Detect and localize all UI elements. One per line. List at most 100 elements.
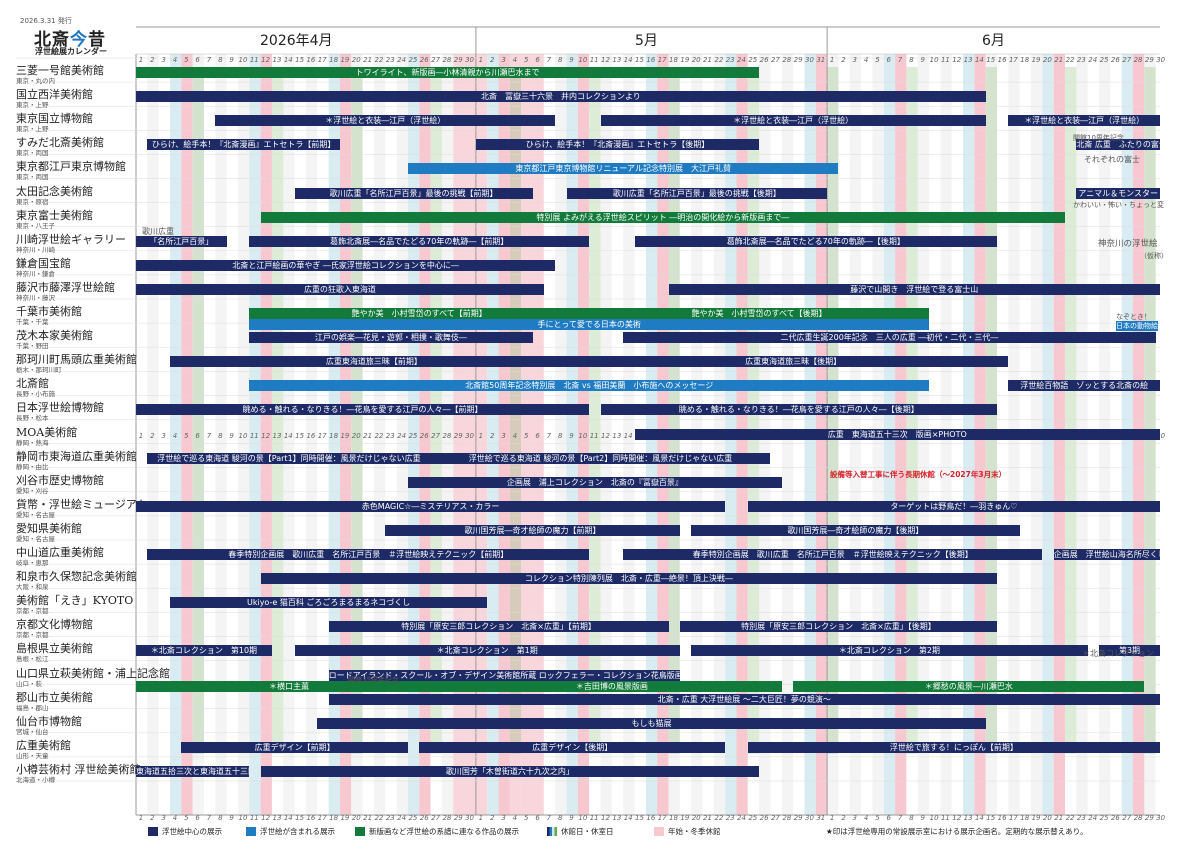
exhibition-bar[interactable]: 歌川広重「名所江戸百景」最後の挑戦【後期】	[566, 187, 828, 199]
museum-row-label: すみだ北斎美術館 東京・両国	[16, 137, 136, 158]
day-number: 18	[329, 814, 339, 822]
exhibition-bar[interactable]: 浮世絵で巡る東海道 駿河の景【Part2】同時開催：風景だけじゃない広重	[430, 452, 771, 464]
exhibition-bar[interactable]: 特別展「原安三郎コレクション 北斎×広重」【前期】	[328, 621, 669, 633]
exhibition-bar[interactable]: 春季特別企画展 歌川広重 名所江戸百景 ＃浮世絵映えテクニック【前期】	[147, 549, 590, 560]
exhibition-bar[interactable]: 特別展「原安三郎コレクション 北斎×広重」【後期】	[679, 621, 998, 633]
exhibition-bar[interactable]: ＊北斎コレクション 第2期	[691, 645, 1088, 657]
day-number: 5	[875, 56, 880, 64]
day-number: 9	[229, 56, 234, 64]
exhibition-bar[interactable]: 手にとって愛でる日本の美術	[249, 319, 930, 330]
exhibition-bar[interactable]: トワイライト、新版画―小林清親から川瀬巴水まで	[136, 67, 760, 78]
exhibition-bar[interactable]: 赤色MAGIC☆―ミステリアス・カラー	[136, 500, 726, 512]
day-number: 30	[465, 56, 475, 64]
exhibition-bar[interactable]: ＊浮世絵と衣装―江戸（浮世絵）	[600, 115, 986, 127]
exhibition-bar[interactable]: 広重デザイン【前期】	[181, 741, 408, 753]
exhibition-bar[interactable]: 広重東海道旅三昧【前期】	[169, 356, 578, 368]
exhibition-bar[interactable]: 葛飾北斎展―名品でたどる70年の軌跡―【前期】	[249, 235, 590, 247]
day-number: 3	[161, 814, 166, 822]
exhibition-bar[interactable]: アニマル＆モンスター	[1076, 187, 1160, 199]
exhibition-bar[interactable]: 北斎館50周年記念特別展 北斎 vs 福田美蘭 小布施へのメッセージ	[249, 380, 930, 392]
exhibition-bar[interactable]: 眺める・触れる・なりきる！―花鳥を愛する江戸の人々―【前期】	[136, 404, 590, 416]
exhibition-bar[interactable]: 北斎 冨嶽三十六景 井内コレクションより	[136, 91, 986, 103]
exhibition-bar[interactable]: ＊郷愁の風景―川瀬巴水	[793, 680, 1145, 692]
exhibition-bar[interactable]: 企画展 浮世絵山海名所尽くし	[1053, 549, 1160, 560]
exhibition-bar[interactable]: ＊浮世絵と衣装―江戸（浮世絵）	[1008, 115, 1160, 127]
exhibition-bar[interactable]: ＊横口主薫	[136, 680, 442, 692]
museum-name: 広重美術館	[16, 738, 71, 752]
day-number: 23	[1076, 56, 1086, 64]
day-number: 21	[363, 432, 373, 440]
day-number: 4	[172, 56, 178, 64]
exhibition-bar[interactable]: 北斎 広重 ふたりの富士	[1076, 139, 1160, 151]
day-number: 8	[557, 814, 563, 822]
day-number: 30	[465, 814, 475, 822]
day-number: 1	[478, 432, 484, 440]
exhibition-bar[interactable]: 第3期	[1099, 645, 1160, 657]
exhibition-bar[interactable]: 浮世絵百物語 ゾッとする北斎の絵	[1008, 380, 1160, 392]
exhibition-bar[interactable]: 東京都江戸東京博物館リニューアル記念特別展 大江戸礼賛	[407, 163, 839, 175]
exhibition-bar[interactable]: 春季特別企画展 歌川広重 名所江戸百景 ＃浮世絵映えテクニック【後期】	[623, 549, 1043, 560]
exhibition-bar[interactable]: ＊浮世絵と衣装―江戸（浮世絵）	[215, 115, 556, 127]
logo-text-1: 北斎	[34, 30, 70, 50]
exhibition-bar[interactable]: ＊吉田博の風景版画	[441, 680, 782, 692]
exhibition-bar[interactable]: ロードアイランド・スクール・オブ・デザイン美術館所蔵 ロックフェラー・コレクショ…	[328, 669, 680, 681]
exhibition-bar[interactable]: 歌川国芳「木曽街道六十九次之内」	[260, 765, 760, 777]
exhibition-bar[interactable]: ターゲットは野鳥だ！―羽きゅん♡	[747, 500, 1160, 512]
day-number: 7	[546, 432, 552, 440]
exhibition-bar[interactable]: ひらけ、絵手本！『北斎漫画』エトセトラ【前期】	[147, 139, 340, 151]
exhibition-bar[interactable]: 歌川広重「名所江戸百景」最後の挑戦【前期】	[294, 187, 533, 199]
exhibition-bar[interactable]: 艶やか美 小村雪岱のすべて【後期】	[589, 308, 930, 319]
exhibition-bar[interactable]: 「名所江戸百景」	[136, 235, 227, 247]
exhibition-bar[interactable]: 広重デザイン【後期】	[419, 741, 726, 753]
exhibition-bar[interactable]: 葛飾北斎展―名品でたどる70年の軌跡―【後期】	[634, 235, 998, 247]
exhibition-bar[interactable]: 北斎と江戸絵画の華やぎ ―氏家浮世絵コレクションを中心に―	[136, 259, 556, 271]
museum-location: 東京・原宿	[16, 197, 49, 206]
museum-row-label: 那珂川町馬頭広重美術館 栃木・那珂川町	[16, 354, 137, 375]
exhibition-bar[interactable]: 広重 東海道五十三次 版画×PHOTO	[634, 428, 1160, 440]
museum-name: 北斎館	[16, 377, 49, 391]
day-number: 21	[703, 814, 712, 822]
exhibition-bar[interactable]: コレクション特別陳列展 北斎・広重―絶景！頂上決戦―	[260, 573, 998, 585]
day-number: 8	[557, 56, 563, 64]
exhibition-bar[interactable]: 浮世絵で旅する！にっぽん【前期】	[747, 741, 1160, 753]
exhibition-bar[interactable]: ＊北斎コレクション 第1期	[294, 645, 680, 657]
exhibition-bar[interactable]: 艶やか美 小村雪岱のすべて【前期】	[249, 308, 590, 319]
exhibition-bar[interactable]: 企画展 浦上コレクション 北斎の『冨嶽百景』	[407, 476, 782, 488]
day-number: 14	[974, 814, 984, 822]
exhibition-bar[interactable]: 眺める・触れる・なりきる！―花鳥を愛する江戸の人々―【後期】	[600, 404, 998, 416]
museum-row-label: 美術館「えき」KYOTO 京都・京都	[16, 595, 136, 616]
exhibition-bar[interactable]: 歌川国芳展―奇才絵師の魔力【前期】	[385, 524, 680, 536]
day-number: 17	[657, 814, 667, 822]
day-number: 10	[238, 432, 248, 440]
day-number: 13	[612, 814, 622, 822]
exhibition-bar[interactable]: ひらけ、絵手本！『北斎漫画』エトセトラ【後期】	[475, 139, 760, 151]
museum-name: 日本浮世絵博物館	[16, 401, 104, 415]
exhibition-bar[interactable]: 二代広重生誕200年記念 三人の広重 ―初代・二代・三代―	[623, 332, 1156, 344]
day-number: 29	[453, 814, 463, 822]
legend-item-closed: 休館日・休室日	[547, 826, 614, 837]
exhibition-bar[interactable]: 特別展 よみがえる浮世絵スピリット ―明治の開化絵から新版画まで―	[260, 211, 1066, 223]
museum-row-label: 日本浮世絵博物館 長野・松本	[16, 401, 136, 423]
exhibition-bar[interactable]: 北斎・広重 大浮世絵展 ～二大巨匠！夢の競演～	[328, 693, 1160, 705]
museum-name: MOA美術館	[16, 425, 78, 439]
day-number: 10	[929, 814, 939, 822]
museum-row-label: 島根県立美術館 島根・松江	[16, 643, 136, 664]
museum-location: 神奈川・川崎	[16, 245, 55, 254]
exhibition-bar[interactable]: 歌川国芳展―奇才絵師の魔力【後期】	[691, 524, 1020, 536]
museum-row-label: 茂木本家美術館 千葉・野田	[16, 330, 136, 351]
exhibition-bar[interactable]: 江戸の娯楽―花見・遊郭・相撲・歌舞伎―	[249, 332, 533, 344]
museum-name: 愛知県美術館	[16, 521, 82, 535]
note-anniversary: 開館10周年記念	[1073, 134, 1124, 142]
exhibition-bar[interactable]: もしも猫展	[317, 717, 986, 729]
exhibition-bar[interactable]: 浮世絵で巡る東海道 駿河の景【Part1】同時開催：風景だけじゃない広重	[147, 452, 431, 464]
exhibition-bar[interactable]: 広重東海道旅三昧【後期】	[577, 356, 1009, 368]
exhibition-bar[interactable]: ＊北斎コレクション 第10期	[136, 645, 272, 657]
exhibition-bar[interactable]: Ukiyo-e 猫百科 ごろごろまるまるネコづくし	[169, 597, 488, 609]
day-number: 20	[691, 814, 701, 822]
museum-row-label: 東京国立博物館 東京・上野	[16, 113, 136, 134]
exhibition-bar[interactable]: 東海道五拾三次と東海道五十三驛	[136, 765, 250, 777]
exhibition-bar[interactable]: 藤沢で山開き 浮世絵で登る富士山	[668, 283, 1160, 295]
day-number: 20	[351, 56, 361, 64]
exhibition-bar[interactable]: 広重の狂歌入東海道	[136, 283, 544, 295]
day-number: 22	[374, 814, 384, 822]
